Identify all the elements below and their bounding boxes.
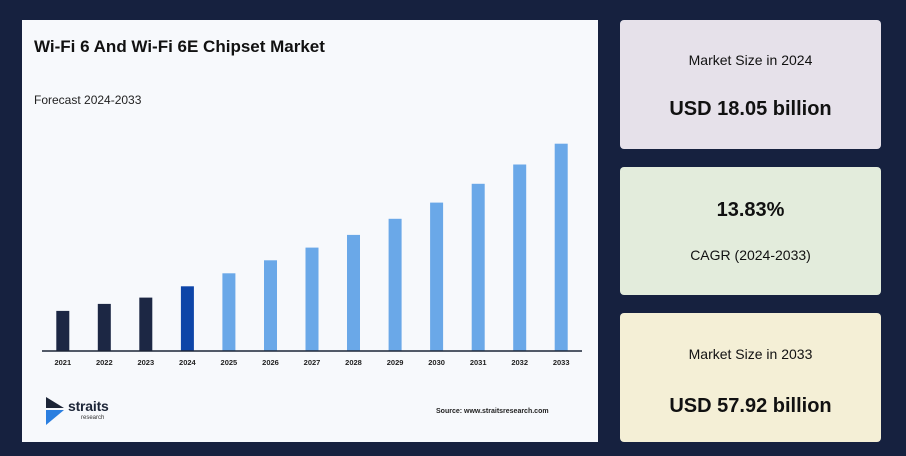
x-tick-label: 2022: [96, 358, 113, 367]
bar-2027: [305, 247, 319, 351]
bar-2033: [554, 143, 568, 351]
logo-subtitle: research: [81, 415, 105, 421]
x-tick-label: 2023: [137, 358, 154, 367]
bar-2032: [513, 164, 527, 351]
bar-2031: [471, 183, 485, 351]
market-size-2033-value: USD 57.92 billion: [669, 395, 832, 417]
x-tick-label: 2027: [304, 358, 321, 367]
x-tick-label: 2025: [221, 358, 238, 367]
bar-chart: 2021 2022 2023 2024 2025 2026 2027 2028 2029 2030…: [42, 143, 582, 367]
straits-logo: straits research: [44, 396, 124, 428]
market-size-2024-label: Market Size in 2024: [688, 52, 813, 68]
source-note: Source: www.straitsresearch.com: [436, 408, 549, 415]
logo-name: straits: [68, 398, 109, 414]
x-tick-label: 2031: [470, 358, 487, 367]
cagr-card: 13.83% CAGR (2024-2033): [620, 167, 881, 295]
x-tick-label: 2033: [553, 358, 570, 367]
bar-2030: [430, 202, 444, 351]
x-tick-label: 2030: [428, 358, 445, 367]
market-size-2024-value: USD 18.05 billion: [669, 98, 832, 120]
x-tick-label: 2032: [511, 358, 528, 367]
cagr-value: 13.83%: [716, 199, 785, 221]
chart-panel: Wi-Fi 6 And Wi-Fi 6E Chipset Market Fore…: [22, 20, 598, 442]
x-tick-label: 2029: [387, 358, 404, 367]
market-size-2033-label: Market Size in 2033: [688, 346, 813, 362]
straits-logo-icon: [46, 397, 64, 425]
chart-title: Wi-Fi 6 And Wi-Fi 6E Chipset Market: [34, 37, 325, 56]
market-size-2024-card: Market Size in 2024 USD 18.05 billion: [620, 20, 881, 149]
bar-2021: [56, 310, 70, 351]
bar-2026: [264, 260, 277, 351]
bar-2023: [139, 297, 153, 351]
bar-2022: [97, 303, 111, 351]
market-size-2033-card: Market Size in 2033 USD 57.92 billion: [620, 313, 881, 442]
bar-2028: [347, 234, 360, 351]
x-tick-label: 2021: [54, 358, 71, 367]
bar-2029: [388, 218, 402, 351]
cagr-label: CAGR (2024-2033): [690, 247, 811, 263]
chart-subtitle: Forecast 2024-2033: [34, 93, 142, 107]
x-tick-label: 2028: [345, 358, 362, 367]
x-tick-label: 2026: [262, 358, 279, 367]
bar-2024: [180, 286, 194, 351]
bar-2025: [222, 273, 236, 351]
x-tick-label: 2024: [179, 358, 197, 367]
